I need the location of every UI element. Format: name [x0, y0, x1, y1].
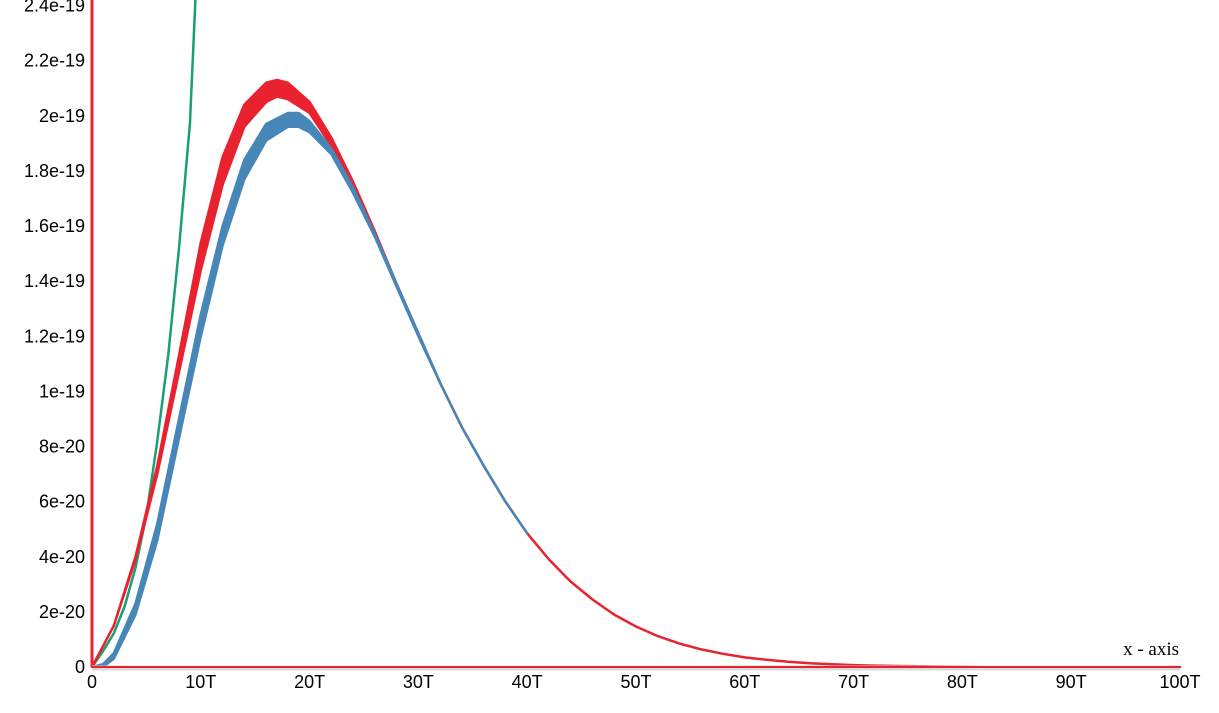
y-tick-label: 2.4e-19 — [24, 0, 85, 16]
x-tick-label: 20T — [294, 672, 325, 692]
x-tick-label: 70T — [838, 672, 869, 692]
tick-layer: 0 10T 20T 30T 40T 50T 60T 70T 80T 90T 100T 0 2e-20 4e… — [24, 0, 1201, 692]
series-band-2 — [90, 111, 529, 669]
y-tick-label: 4e-20 — [39, 547, 85, 567]
y-tick-label: 2.2e-19 — [24, 51, 85, 71]
x-tick-label: 60T — [729, 672, 760, 692]
y-tick-label: 1e-19 — [39, 381, 85, 401]
series-line-0 — [90, 0, 197, 668]
x-tick-label: 40T — [512, 672, 543, 692]
y-tick-label: 2e-20 — [39, 602, 85, 622]
x-tick-label: 100T — [1159, 672, 1200, 692]
y-tick-label: 1.2e-19 — [24, 326, 85, 346]
x-tick-label: 10T — [185, 672, 216, 692]
y-tick-label: 1.6e-19 — [24, 216, 85, 236]
x-tick-label: 50T — [620, 672, 651, 692]
x-axis-title: x - axis — [1123, 639, 1179, 660]
y-tick-label: 8e-20 — [39, 437, 85, 457]
y-tick-label: 0 — [75, 657, 85, 677]
y-tick-label: 1.8e-19 — [24, 161, 85, 181]
axes-layer — [90, 0, 1180, 671]
x-tick-label: 80T — [947, 672, 978, 692]
x-tick-label: 0 — [87, 672, 97, 692]
x-tick-label: 90T — [1056, 672, 1087, 692]
series-layer — [90, 0, 1182, 669]
x-tick-label: 30T — [403, 672, 434, 692]
series-band-1 — [90, 78, 1182, 669]
y-tick-label: 2e-19 — [39, 106, 85, 126]
y-tick-label: 1.4e-19 — [24, 271, 85, 291]
y-tick-label: 6e-20 — [39, 492, 85, 512]
